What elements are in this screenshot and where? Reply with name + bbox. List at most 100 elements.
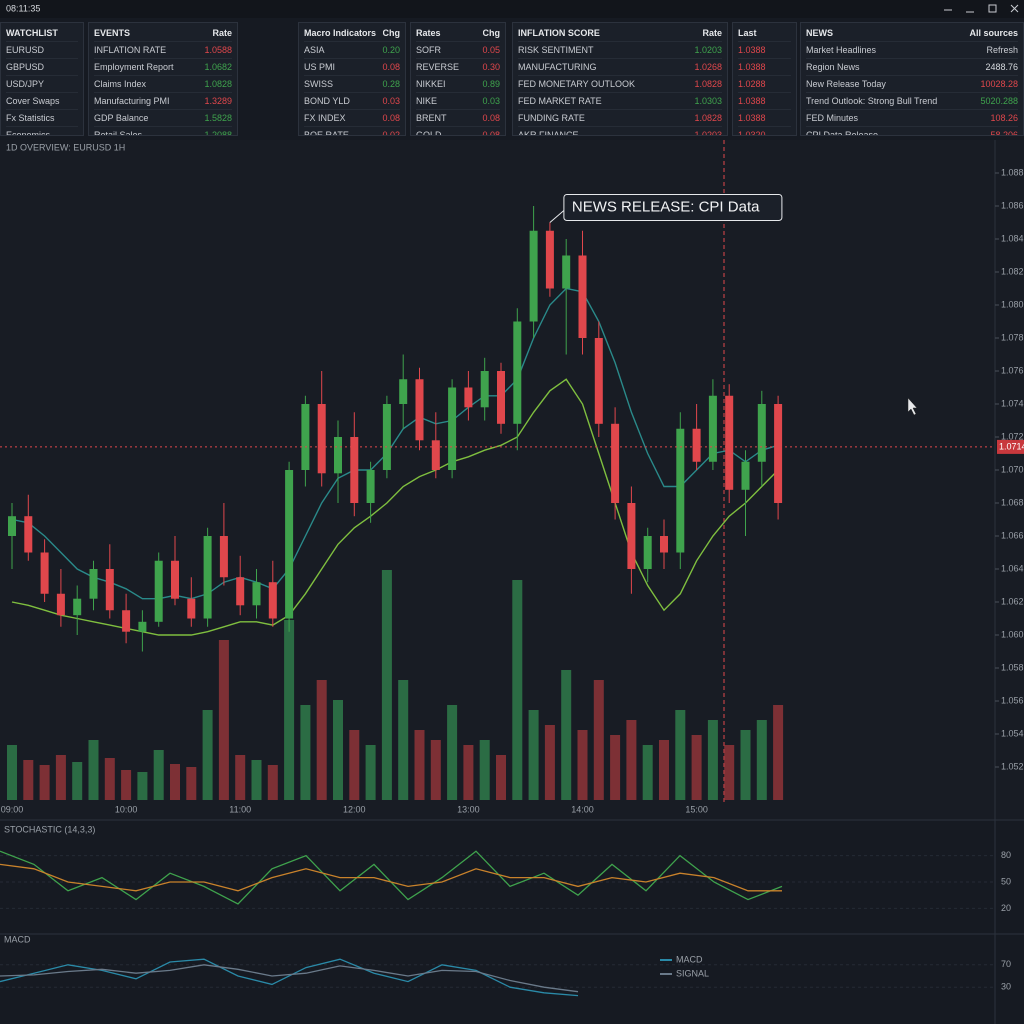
header-cell: Chg xyxy=(382,28,401,38)
volume-bar xyxy=(284,620,295,800)
panel-cell: 1.0320 xyxy=(738,130,766,136)
oscillator-tick-label: 80 xyxy=(1001,850,1011,860)
close-button[interactable] xyxy=(1010,4,1019,13)
panel-header: WATCHLIST xyxy=(6,25,78,42)
y-tick-label: 1.084 xyxy=(1001,233,1024,243)
panel-row: GDP Balance 1.5828 xyxy=(94,110,232,127)
header-cell: EVENTS xyxy=(94,28,131,38)
price-pane xyxy=(0,140,1024,820)
volume-bar xyxy=(659,740,669,800)
y-tick-label: 1.070 xyxy=(1001,464,1024,474)
info-panel: Rates Chg SOFR 0.05 REVERSE 0.30 NIKKEI 0.89 NIK… xyxy=(410,22,506,136)
panel-cell: BRENT xyxy=(416,113,447,123)
oscillator-tick-label: 30 xyxy=(1001,982,1011,992)
candle-body xyxy=(154,560,163,622)
panel-row: Fx Statistics xyxy=(6,110,78,127)
candle-body xyxy=(757,404,766,462)
oscillator-title: MACD xyxy=(4,934,31,944)
panel-cell: GOLD xyxy=(416,130,442,136)
panel-cell: 0.30 xyxy=(482,62,500,72)
x-tick-label: 11:00 xyxy=(229,804,251,814)
panel-cell: 1.0388 xyxy=(738,62,766,72)
panel-cell: Region News xyxy=(806,62,860,72)
y-tick-label: 1.072 xyxy=(1001,431,1024,441)
y-tick-label: 1.076 xyxy=(1001,365,1024,375)
volume-bar xyxy=(724,745,735,800)
clock: 08:11:35 xyxy=(6,3,40,13)
candle-body xyxy=(105,569,114,611)
panel-header: Macro Indicators Chg xyxy=(304,25,400,42)
volume-bar xyxy=(496,755,506,800)
annotation-text: NEWS RELEASE: CPI Data xyxy=(572,198,760,215)
panel-cell: 1.3289 xyxy=(204,96,232,106)
volume-bar xyxy=(577,730,588,800)
panel-cell: 10028.28 xyxy=(980,79,1018,89)
panel-row: 1.0388 xyxy=(738,93,791,110)
volume-bar xyxy=(707,720,718,800)
panel-header: NEWS All sources xyxy=(806,25,1018,42)
panel-cell: 58.206 xyxy=(990,130,1018,136)
panel-cell: 108.26 xyxy=(990,113,1018,123)
panel-row: AKR FINANCE 1.0203 xyxy=(518,127,722,136)
panel-cell: EURUSD xyxy=(6,45,45,55)
candle-body xyxy=(268,582,277,619)
candle-body xyxy=(725,395,734,490)
candle-body xyxy=(708,395,717,462)
panel-cell: 1.2088 xyxy=(204,130,232,136)
volume-bar xyxy=(170,764,180,800)
panel-cell: 1.0388 xyxy=(738,45,766,55)
candle-body xyxy=(366,470,375,503)
candle-body xyxy=(399,379,408,404)
panel-cell: CPI Data Release xyxy=(806,130,879,136)
panel-row: New Release Today 10028.28 xyxy=(806,76,1018,93)
candle-body xyxy=(301,404,310,470)
x-tick-label: 14:00 xyxy=(571,804,594,814)
header-cell: Rates xyxy=(416,28,441,38)
panel-row: BRENT 0.08 xyxy=(416,110,500,127)
panel-row: FED MONETARY OUTLOOK 1.0828 xyxy=(518,76,722,93)
volume-bar xyxy=(381,570,392,800)
volume-bar xyxy=(479,740,490,800)
panel-cell: 0.08 xyxy=(382,113,400,123)
header-cell: NEWS xyxy=(806,28,833,38)
maximize-button[interactable] xyxy=(988,4,997,13)
panel-cell: 1.0828 xyxy=(694,79,722,89)
header-cell: INFLATION SCORE xyxy=(518,28,600,38)
panel-row: NIKKEI 0.89 xyxy=(416,76,500,93)
panel-cell: NIKKEI xyxy=(416,79,446,89)
panel-cell: 0.02 xyxy=(382,130,400,136)
panel-row: 1.0388 xyxy=(738,59,791,76)
volume-bar xyxy=(202,710,213,800)
panel-header: INFLATION SCORE Rate xyxy=(518,25,722,42)
candle-body xyxy=(643,536,652,569)
volume-bar xyxy=(88,740,99,800)
candle-body xyxy=(774,404,783,503)
panel-header: Rates Chg xyxy=(416,25,500,42)
y-tick-label: 1.062 xyxy=(1001,596,1024,606)
candle-body xyxy=(448,387,457,470)
panel-cell: NIKE xyxy=(416,96,438,106)
candle-body xyxy=(676,428,685,553)
panel-row: SWISS 0.28 xyxy=(304,76,400,93)
volume-bar xyxy=(447,705,458,800)
y-tick-label: 1.064 xyxy=(1001,563,1024,573)
volume-bar xyxy=(316,680,327,800)
panel-row: Market Headlines Refresh xyxy=(806,42,1018,59)
legend-label: SIGNAL xyxy=(676,968,709,978)
panel-cell: New Release Today xyxy=(806,79,886,89)
panel-cell: 1.0682 xyxy=(204,62,232,72)
candle-body xyxy=(285,470,294,619)
volume-bar xyxy=(691,735,702,800)
panel-cell: 0.03 xyxy=(382,96,400,106)
candle-body xyxy=(89,569,98,599)
panel-row: USD/JPY xyxy=(6,76,78,93)
volume-bar xyxy=(398,680,409,800)
candle-body xyxy=(464,387,473,408)
panel-cell: 1.0588 xyxy=(204,45,232,55)
candle-body xyxy=(741,461,750,490)
header-cell: Chg xyxy=(482,28,501,38)
volume-bar xyxy=(740,730,751,800)
panel-cell: 1.0203 xyxy=(694,130,722,136)
panel-cell: Retail Sales xyxy=(94,130,143,136)
panel-cell: 0.05 xyxy=(482,45,500,55)
